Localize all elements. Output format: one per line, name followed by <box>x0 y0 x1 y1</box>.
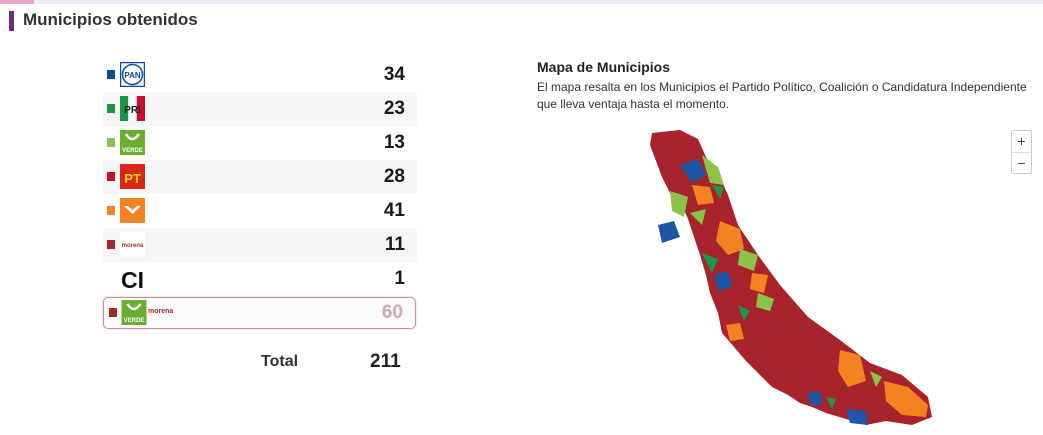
map-region-central-verde2 <box>756 293 774 311</box>
party-row-verde: VERDE 13 <box>103 126 417 160</box>
zoom-out-button[interactable]: − <box>1017 155 1026 171</box>
veracruz-municipios-map[interactable] <box>640 125 940 430</box>
map-title: Mapa de Municipios <box>537 59 671 75</box>
svg-text:PAN: PAN <box>124 71 141 80</box>
mc-color-swatch <box>107 206 115 215</box>
svg-text:PT: PT <box>124 171 141 186</box>
morena-municipios-count: 11 <box>384 234 405 255</box>
svg-text:morena: morena <box>122 243 144 249</box>
total-value: 211 <box>370 351 401 372</box>
party-row-pan: PAN 34 <box>103 58 417 92</box>
map-region-north-pan <box>680 159 706 183</box>
pan-color-swatch <box>107 70 115 79</box>
morena-coalition-logo-text: morena <box>148 308 174 315</box>
morena-color-swatch <box>107 240 115 249</box>
pt-municipios-count: 28 <box>383 166 405 187</box>
top-border <box>0 0 1043 4</box>
pt-logo-icon: PT <box>120 164 145 189</box>
map-region-south-pri <box>826 397 836 409</box>
mc-logo-icon <box>120 198 145 223</box>
map-region-south-mc <box>838 350 866 387</box>
map-region-central-pan <box>714 271 732 291</box>
party-row-pri: PRI 23 <box>103 92 417 126</box>
section-title: Municipios obtenidos <box>23 10 198 29</box>
verde-color-swatch <box>107 138 115 147</box>
map-region-central-pri2 <box>738 305 750 321</box>
map-region-central-mc2 <box>750 273 768 293</box>
party-row-pt: PT 28 <box>103 160 417 194</box>
map-region-north-pan2 <box>658 221 680 243</box>
pri-color-swatch <box>107 104 115 113</box>
active-tab-indicator <box>0 0 34 4</box>
mc-municipios-count: 41 <box>383 200 405 221</box>
party-results-list: PAN 34 PRI 23 VERDE 13 PT 28 <box>103 58 417 296</box>
map-region-central-pri <box>702 253 718 273</box>
pri-municipios-count: 23 <box>383 98 405 119</box>
verde-coalition-logo-icon: VERDE <box>121 300 147 325</box>
ci-municipios-count: 1 <box>394 268 405 289</box>
map-region-south-verde <box>870 371 882 387</box>
coalition-color-swatch <box>109 308 117 317</box>
zoom-in-button[interactable]: + <box>1012 131 1031 153</box>
svg-text:VERDE: VERDE <box>124 318 145 324</box>
party-row-mc: 41 <box>103 194 417 228</box>
map-region-north-verde <box>702 155 724 185</box>
map-zoom-control: + − <box>1011 130 1032 174</box>
total-label: Total <box>261 353 299 370</box>
verde-logo-icon: VERDE <box>120 130 145 155</box>
map-region-north-pri <box>712 185 724 199</box>
map-region-central-mc <box>716 221 744 255</box>
map-region-north-verde2 <box>670 191 688 217</box>
svg-text:VERDE: VERDE <box>122 148 143 154</box>
map-region-central-mc3 <box>726 323 744 341</box>
map-region-south-pan2 <box>808 391 822 405</box>
map-state-base <box>650 130 932 425</box>
coalition-municipios-count: 60 <box>381 302 403 323</box>
coalition-row-verde-morena[interactable]: VERDE morena 60 <box>103 297 416 329</box>
map-region-central-verde <box>738 249 758 271</box>
map-region-north-mc <box>692 185 714 205</box>
map-region-south-mc2 <box>884 381 928 417</box>
pan-logo-icon: PAN <box>120 62 145 87</box>
pan-municipios-count: 34 <box>383 64 405 85</box>
ci-label: CI <box>121 267 144 293</box>
morena-logo-icon: morena <box>120 232 145 257</box>
map-region-south-pan <box>846 409 868 425</box>
pt-color-swatch <box>107 172 115 181</box>
map-region-north-verde3 <box>690 209 706 225</box>
pri-logo-icon: PRI <box>120 96 145 121</box>
heading-accent-bar <box>9 11 14 31</box>
svg-text:PRI: PRI <box>124 105 141 116</box>
party-row-morena: morena 11 <box>103 228 417 262</box>
verde-municipios-count: 13 <box>383 132 405 153</box>
map-description: El mapa resalta en los Municipios el Par… <box>537 80 1027 111</box>
party-row-ci: CI 1 <box>103 262 417 296</box>
